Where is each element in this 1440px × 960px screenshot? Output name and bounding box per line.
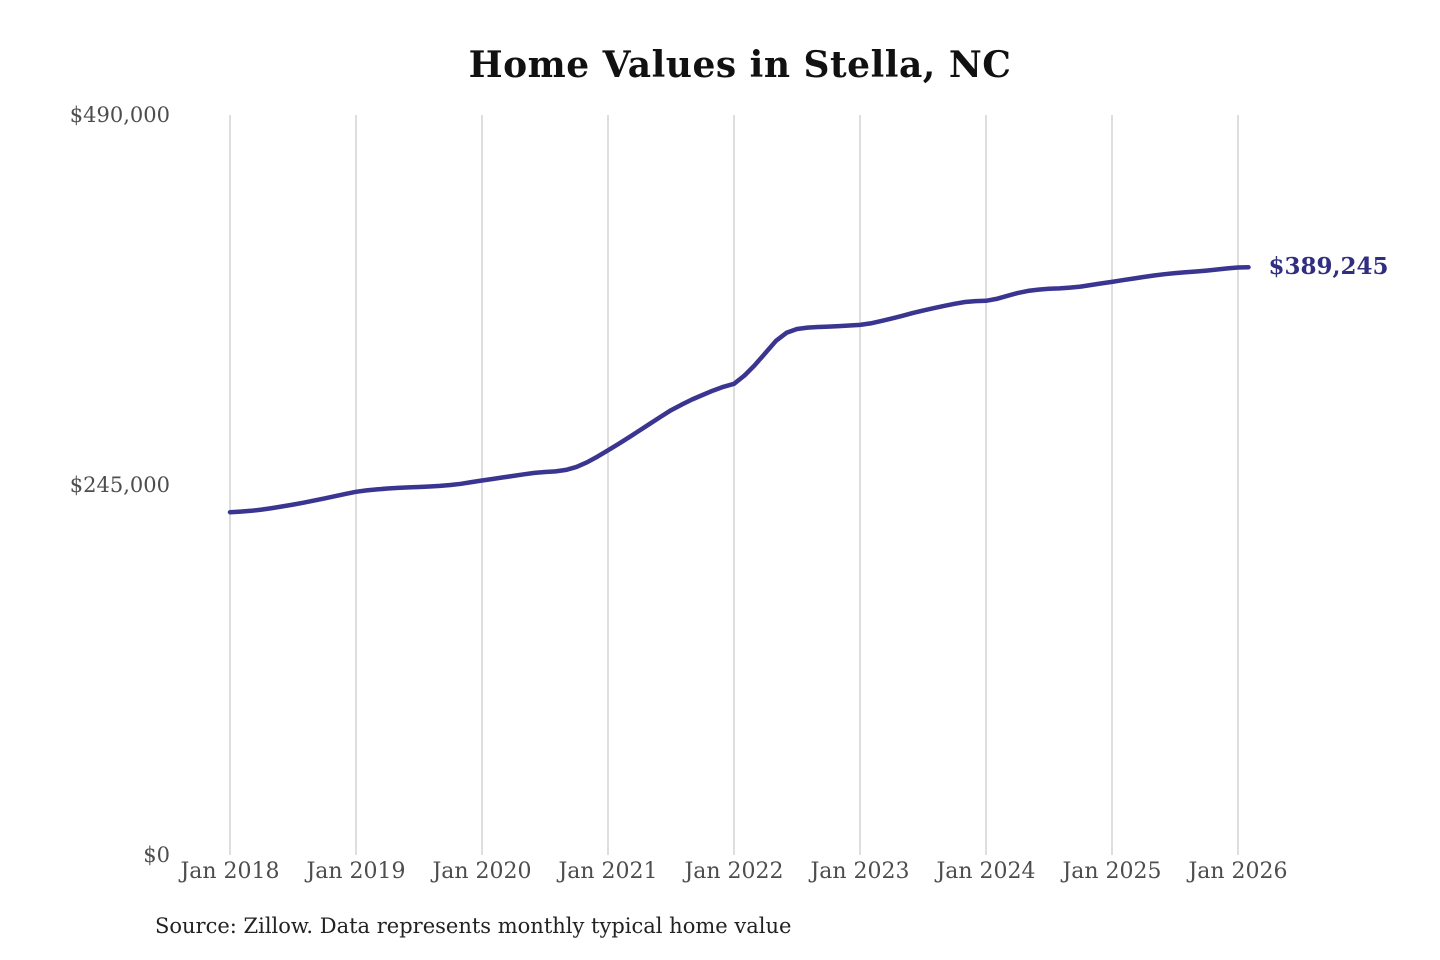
x-tick-label: Jan 2025 [1062, 859, 1162, 884]
y-tick-label: $490,000 [69, 103, 170, 127]
x-tick-label: Jan 2026 [1188, 859, 1288, 884]
x-tick-label: Jan 2019 [306, 859, 406, 884]
x-tick-label: Jan 2022 [684, 859, 784, 884]
x-tick-label: Jan 2021 [558, 859, 658, 884]
source-note: Source: Zillow. Data represents monthly … [155, 914, 792, 938]
x-tick-label: Jan 2024 [936, 859, 1036, 884]
end-value-label: $389,245 [1268, 253, 1389, 281]
home-value-line [227, 264, 1251, 515]
chart-title: Home Values in Stella, NC [468, 44, 1012, 86]
y-tick-label: $245,000 [69, 473, 170, 497]
y-tick-label: $0 [143, 843, 170, 867]
x-tick-label: Jan 2020 [432, 859, 532, 884]
x-tick-label: Jan 2023 [810, 859, 910, 884]
x-tick-label: Jan 2018 [180, 859, 280, 884]
